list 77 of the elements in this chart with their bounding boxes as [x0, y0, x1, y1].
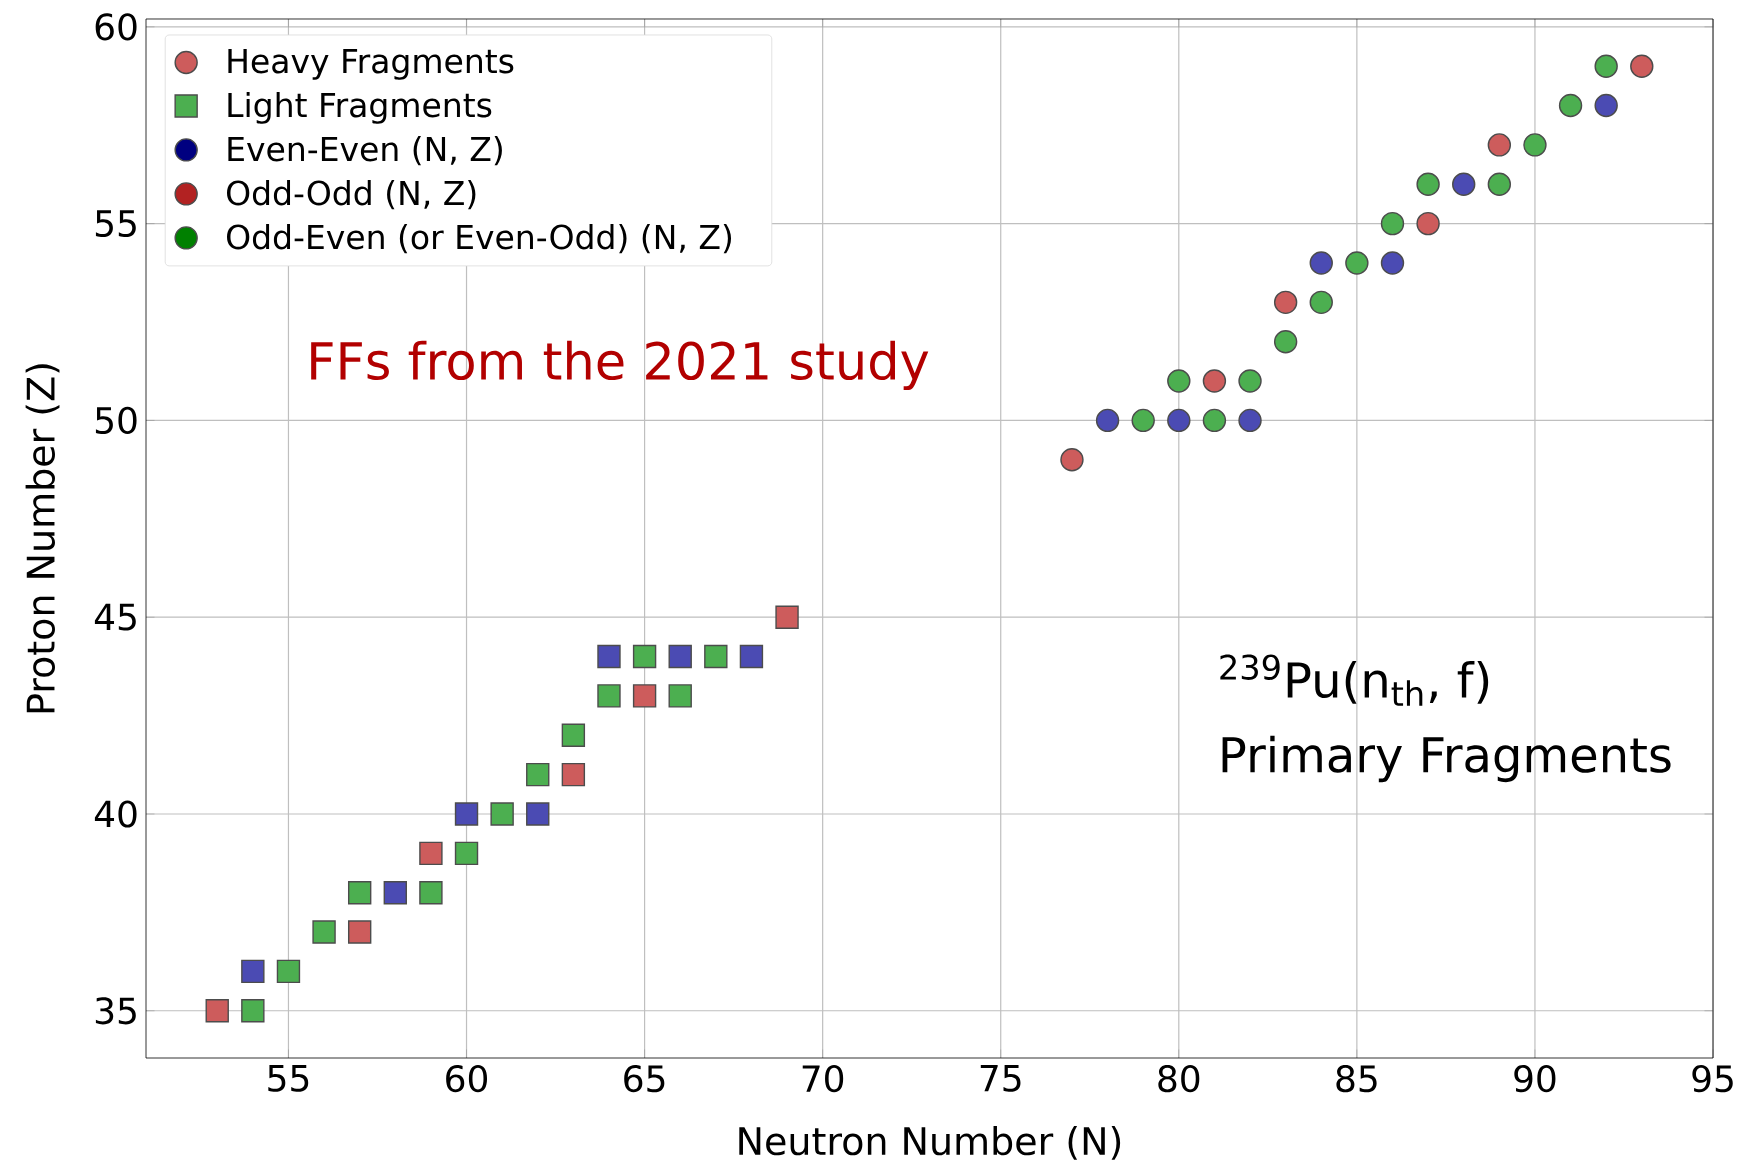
legend-label: Heavy Fragments	[228, 48, 514, 80]
x-tick-label: 95	[1692, 1065, 1733, 1093]
point	[1060, 448, 1084, 472]
point	[1523, 133, 1547, 157]
x-tick-label: 55	[268, 1065, 309, 1092]
point	[1630, 54, 1654, 78]
y-tick-label: 60	[95, 13, 137, 41]
point	[1309, 290, 1333, 315]
point	[1380, 211, 1405, 236]
point	[561, 723, 586, 747]
point	[1273, 290, 1298, 315]
point	[526, 802, 550, 826]
point	[347, 881, 372, 905]
point	[1487, 133, 1512, 157]
x-tick-label: 80	[1158, 1065, 1200, 1093]
x-axis-title: Neutron Number (N)	[739, 1125, 1121, 1160]
y-tick-label: 45	[94, 603, 136, 631]
point	[205, 999, 229, 1023]
point	[1167, 408, 1191, 433]
x-tick-label: 60	[446, 1065, 488, 1093]
point	[1309, 251, 1333, 275]
point	[1452, 172, 1476, 196]
point	[312, 920, 336, 944]
point	[276, 959, 301, 984]
annotation: Primary Fragments	[1222, 735, 1671, 783]
point	[1416, 211, 1440, 236]
point	[704, 644, 728, 669]
x-tick-label: 85	[1336, 1065, 1377, 1093]
point	[1095, 408, 1120, 433]
point	[419, 881, 443, 905]
y-tick-label: 55	[95, 210, 136, 238]
point	[632, 644, 657, 669]
point	[241, 999, 265, 1023]
point	[454, 841, 479, 866]
point	[1273, 330, 1298, 354]
point	[561, 762, 586, 787]
point	[1558, 93, 1583, 118]
point	[597, 684, 621, 708]
point	[1202, 369, 1227, 393]
point	[1131, 408, 1155, 433]
point	[1487, 172, 1512, 196]
point	[1202, 408, 1227, 433]
point	[1416, 172, 1440, 196]
legend-label: Even-Even (N, Z)	[228, 135, 502, 166]
point	[597, 644, 621, 669]
point	[1594, 93, 1618, 118]
y-tick-label: 35	[95, 997, 136, 1025]
annotation: FFs from the 2021 study	[311, 340, 929, 390]
annotation: $^{239}$Pu(n$_{th}$, f)	[1220, 654, 1489, 706]
point	[454, 802, 479, 826]
point	[775, 605, 799, 629]
y-tick-label: 40	[94, 800, 137, 828]
point	[1167, 369, 1191, 393]
point	[1238, 369, 1262, 393]
point	[668, 644, 692, 669]
point	[241, 959, 265, 984]
legend-label: Light Fragments	[228, 91, 492, 124]
x-tick-label: 70	[802, 1065, 844, 1093]
point	[347, 920, 372, 944]
x-tick-label: 75	[980, 1065, 1021, 1092]
point	[739, 644, 764, 669]
point	[1238, 408, 1262, 433]
legend-label: Odd-Even (or Even-Odd) (N, Z)	[227, 223, 732, 254]
point	[1380, 251, 1405, 275]
point	[419, 841, 443, 866]
point	[383, 881, 407, 905]
y-axis-title: Proton Number (Z)	[25, 364, 60, 713]
point	[632, 684, 657, 708]
x-tick-label: 90	[1514, 1065, 1556, 1093]
point	[526, 762, 550, 787]
point	[668, 684, 692, 708]
point	[1345, 251, 1369, 275]
x-tick-label: 65	[624, 1065, 665, 1093]
point	[490, 802, 514, 826]
y-tick-label: 50	[95, 406, 137, 435]
legend-label: Odd-Odd (N, Z)	[227, 179, 476, 210]
point	[1594, 54, 1618, 78]
